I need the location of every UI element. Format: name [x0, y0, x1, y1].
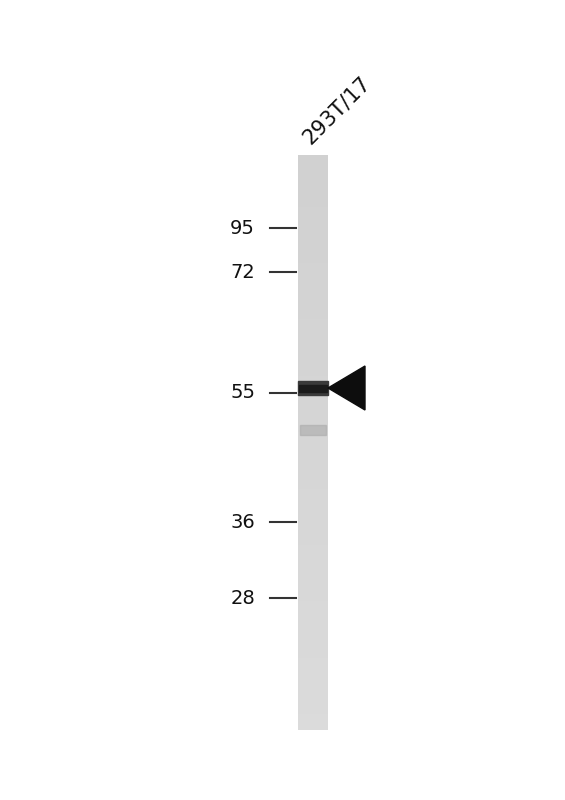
Text: 55: 55 [230, 383, 255, 402]
Text: 95: 95 [230, 218, 255, 238]
Bar [299, 385, 327, 391]
Polygon shape [328, 366, 365, 410]
Text: 36: 36 [231, 513, 255, 531]
Bar [298, 381, 328, 395]
Text: 293T/17: 293T/17 [299, 73, 374, 148]
Bar [300, 425, 326, 435]
Text: 72: 72 [231, 262, 255, 282]
Text: 28: 28 [231, 589, 255, 607]
